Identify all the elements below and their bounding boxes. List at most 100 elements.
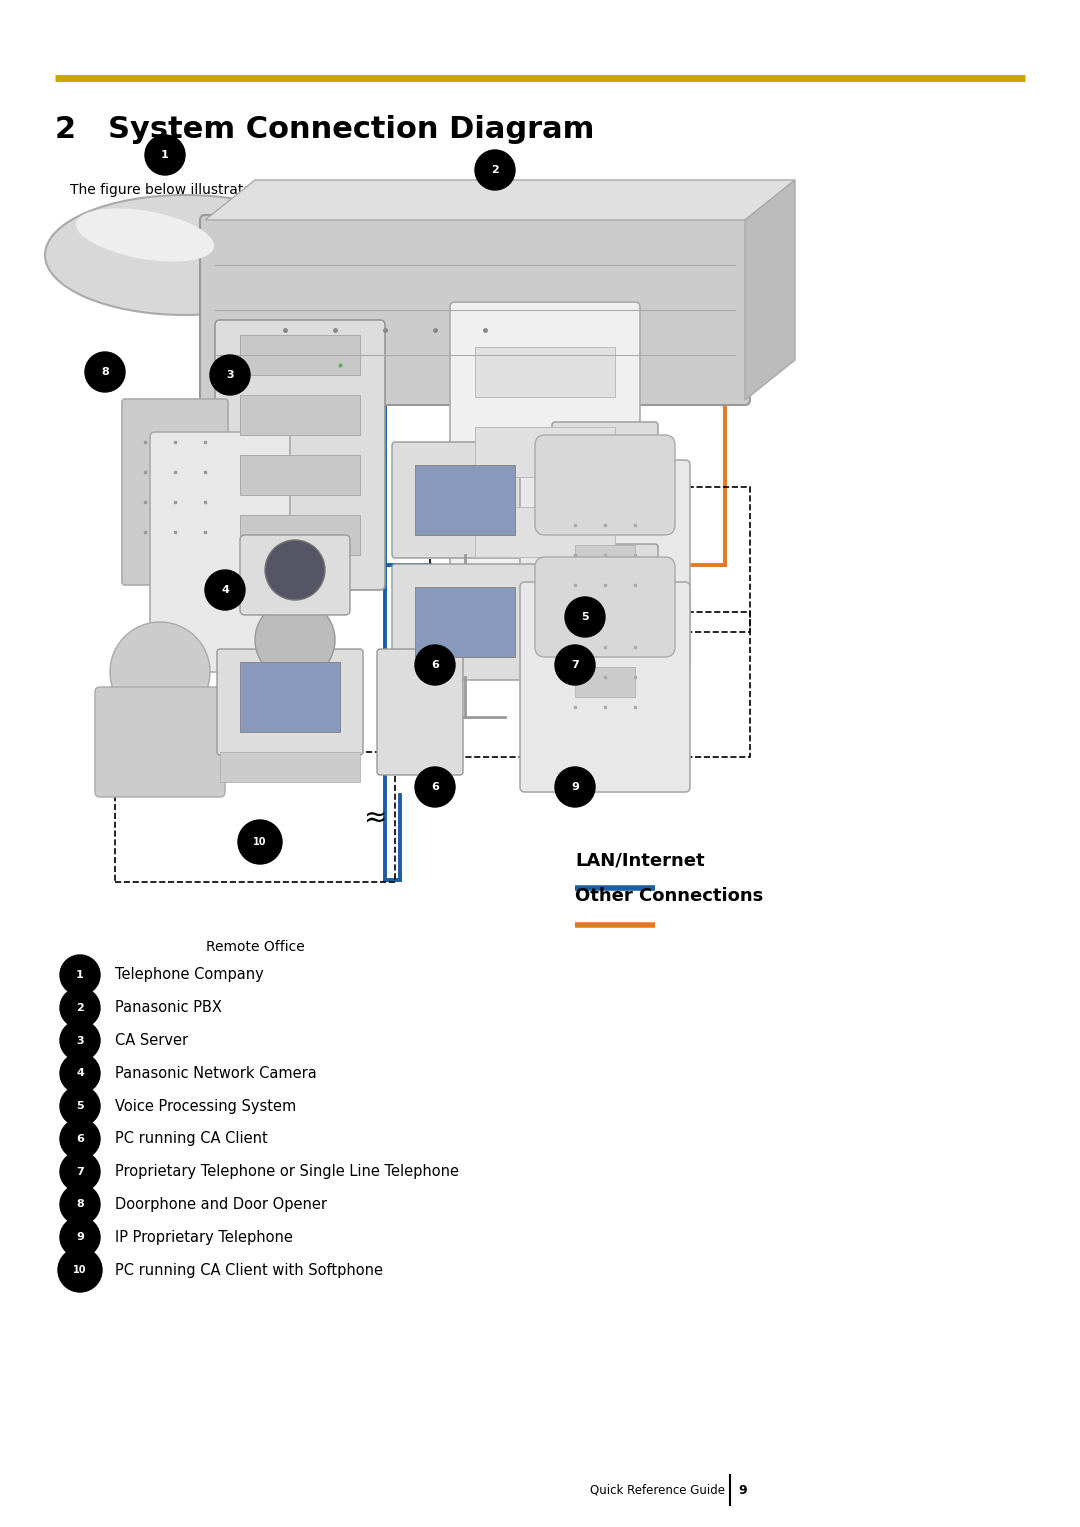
Bar	[475, 507, 615, 557]
Text: Proprietary Telephone or Single Line Telephone: Proprietary Telephone or Single Line Tel…	[114, 1164, 459, 1179]
Text: 6: 6	[76, 1135, 84, 1144]
Text: 9: 9	[738, 1484, 746, 1496]
Circle shape	[205, 570, 245, 609]
Circle shape	[60, 1185, 100, 1225]
Circle shape	[265, 541, 325, 600]
Circle shape	[60, 1054, 100, 1093]
Bar	[575, 667, 635, 696]
Bar	[240, 515, 360, 554]
Circle shape	[60, 954, 100, 996]
Text: 2   System Connection Diagram: 2 System Connection Diagram	[55, 115, 594, 144]
Text: 6: 6	[431, 660, 438, 670]
Circle shape	[60, 1086, 100, 1125]
Text: Telephone Company: Telephone Company	[114, 968, 264, 982]
Circle shape	[415, 644, 455, 686]
Text: 6: 6	[431, 782, 438, 793]
Text: Quick Reference Guide: Quick Reference Guide	[590, 1484, 725, 1496]
FancyBboxPatch shape	[535, 557, 675, 657]
Text: Remote Office: Remote Office	[205, 941, 305, 954]
Text: 2: 2	[491, 165, 499, 176]
Text: Other Connections: Other Connections	[575, 887, 764, 906]
Bar	[220, 751, 360, 782]
Circle shape	[415, 767, 455, 806]
Bar	[575, 495, 635, 525]
Text: Voice Processing System: Voice Processing System	[114, 1098, 296, 1113]
Circle shape	[60, 1020, 100, 1061]
Polygon shape	[745, 180, 795, 400]
Circle shape	[58, 1248, 102, 1292]
FancyBboxPatch shape	[392, 563, 538, 680]
FancyBboxPatch shape	[150, 432, 291, 672]
Circle shape	[145, 134, 185, 176]
FancyBboxPatch shape	[392, 441, 538, 557]
Bar	[430, 612, 750, 757]
Text: 9: 9	[571, 782, 579, 793]
Bar	[240, 334, 360, 376]
Bar	[240, 395, 360, 435]
Ellipse shape	[76, 208, 214, 261]
Circle shape	[60, 988, 100, 1028]
Text: 9: 9	[76, 1232, 84, 1243]
Circle shape	[60, 1119, 100, 1159]
Polygon shape	[205, 180, 795, 220]
Circle shape	[60, 1151, 100, 1191]
FancyBboxPatch shape	[519, 460, 690, 670]
Bar	[235, 651, 355, 699]
Text: 4: 4	[76, 1069, 84, 1078]
Bar	[475, 347, 615, 397]
Ellipse shape	[45, 195, 325, 315]
Text: 2: 2	[76, 1003, 84, 1012]
Text: 5: 5	[77, 1101, 84, 1112]
Text: 4: 4	[221, 585, 229, 596]
FancyBboxPatch shape	[552, 544, 658, 730]
FancyBboxPatch shape	[535, 435, 675, 534]
Text: IP Proprietary Telephone: IP Proprietary Telephone	[114, 1229, 293, 1245]
Text: 10: 10	[73, 1264, 86, 1275]
Bar	[415, 586, 515, 657]
FancyBboxPatch shape	[200, 215, 750, 405]
Text: 7: 7	[571, 660, 579, 670]
Bar	[475, 428, 615, 476]
Circle shape	[555, 767, 595, 806]
Text: LAN/Internet: LAN/Internet	[575, 852, 704, 870]
Circle shape	[85, 353, 125, 392]
Circle shape	[565, 597, 605, 637]
FancyBboxPatch shape	[217, 649, 363, 754]
FancyBboxPatch shape	[519, 582, 690, 793]
Circle shape	[238, 820, 282, 864]
FancyBboxPatch shape	[240, 534, 350, 615]
FancyBboxPatch shape	[122, 399, 228, 585]
Text: CA Server: CA Server	[114, 1034, 188, 1048]
Bar	[240, 663, 340, 731]
FancyBboxPatch shape	[95, 687, 225, 797]
Bar	[430, 487, 750, 632]
Bar	[415, 466, 515, 534]
Circle shape	[475, 150, 515, 189]
Bar	[575, 617, 635, 647]
Text: 1: 1	[161, 150, 168, 160]
Circle shape	[255, 600, 335, 680]
Text: Doorphone and Door Opener: Doorphone and Door Opener	[114, 1197, 327, 1212]
Text: 8: 8	[76, 1199, 84, 1209]
Text: ≈: ≈	[363, 803, 387, 832]
Text: 5: 5	[581, 612, 589, 621]
Text: 10: 10	[253, 837, 267, 847]
Circle shape	[110, 621, 210, 722]
FancyBboxPatch shape	[552, 421, 658, 608]
Text: PC running CA Client: PC running CA Client	[114, 1132, 268, 1147]
Text: The figure below illustrates an example network setup using CA Server.: The figure below illustrates an example …	[70, 183, 567, 197]
Text: 8: 8	[102, 366, 109, 377]
Text: 1: 1	[76, 970, 84, 980]
FancyBboxPatch shape	[450, 302, 640, 612]
Text: 3: 3	[226, 370, 233, 380]
FancyBboxPatch shape	[377, 649, 463, 776]
Text: 3: 3	[77, 1035, 84, 1046]
Text: Panasonic PBX: Panasonic PBX	[114, 1000, 221, 1015]
Circle shape	[555, 644, 595, 686]
Bar	[575, 545, 635, 576]
Bar	[114, 751, 395, 883]
FancyBboxPatch shape	[215, 321, 384, 589]
Text: PC running CA Client with Softphone: PC running CA Client with Softphone	[114, 1263, 383, 1278]
Bar	[240, 455, 360, 495]
Circle shape	[60, 1217, 100, 1257]
